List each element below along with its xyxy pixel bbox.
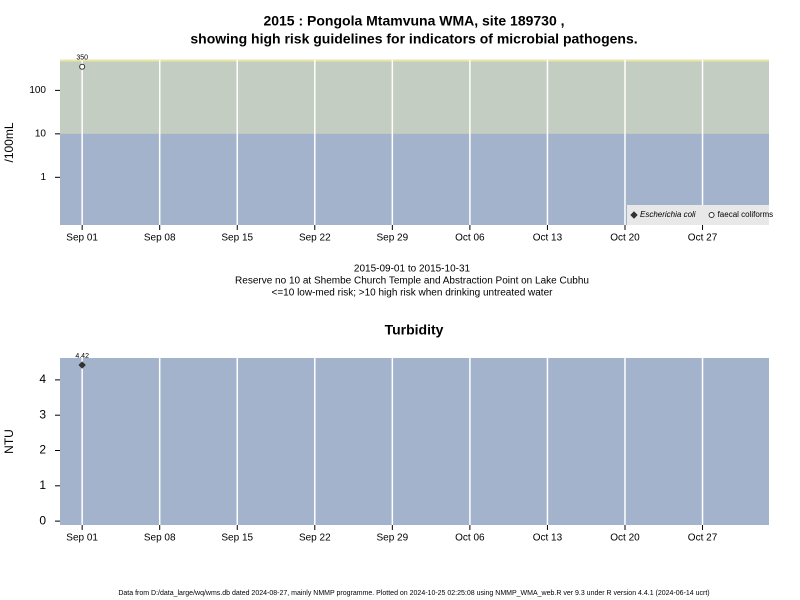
x-tick-label: Oct 27: [688, 533, 718, 544]
y-axis-label: /100mL: [2, 122, 16, 162]
legend-label: faecal coliforms: [718, 210, 774, 219]
x-tick-label: Sep 22: [299, 233, 331, 244]
point: [78, 361, 86, 369]
plot-background: [60, 358, 769, 525]
y-tick-label: 4: [39, 372, 46, 386]
chart-title: showing high risk guidelines for indicat…: [190, 31, 637, 47]
y-tick-label: 2: [39, 443, 46, 457]
y-tick-label: 10: [35, 128, 47, 139]
y-tick-label: 0: [39, 513, 46, 527]
x-tick-label: Sep 08: [144, 533, 176, 544]
y-tick-label: 3: [39, 407, 46, 421]
x-tick-label: Sep 29: [376, 233, 408, 244]
x-tick-label: Sep 22: [299, 533, 331, 544]
x-tick-label: Oct 20: [610, 533, 640, 544]
y-tick-label: 100: [29, 85, 46, 96]
x-tick-label: Sep 01: [66, 533, 98, 544]
caption: Reserve no 10 at Shembe Church Temple an…: [235, 276, 589, 287]
x-tick-label: Sep 15: [221, 233, 253, 244]
legend-label: Escherichia coli: [640, 210, 696, 219]
legend: [627, 205, 769, 225]
data-label: 350: [76, 55, 88, 62]
y-tick-label: 1: [39, 478, 46, 492]
x-tick-label: Oct 06: [455, 233, 485, 244]
caption: 2015-09-01 to 2015-10-31: [354, 264, 471, 275]
footer: Data from D:/data_large/wq/wms.db dated …: [118, 590, 709, 597]
x-tick-label: Oct 13: [533, 233, 563, 244]
x-tick-label: Oct 27: [688, 233, 718, 244]
chart-title: 2015 : Pongola Mtamvuna WMA, site 189730…: [263, 13, 564, 29]
y-axis-label: NTU: [2, 429, 16, 454]
x-tick-label: Oct 20: [610, 233, 640, 244]
chart-title: Turbidity: [385, 322, 444, 338]
x-tick-label: Oct 06: [455, 533, 485, 544]
x-tick-label: Sep 01: [66, 233, 98, 244]
high-risk-band: [60, 60, 769, 134]
point: [708, 212, 715, 218]
x-tick-label: Sep 15: [221, 533, 253, 544]
caption: <=10 low-med risk; >10 high risk when dr…: [272, 288, 554, 299]
x-tick-label: Sep 29: [376, 533, 408, 544]
data-label: 4.42: [75, 353, 89, 360]
point: [630, 211, 638, 219]
x-tick-label: Oct 13: [533, 533, 563, 544]
y-tick-label: 1: [40, 172, 46, 183]
x-tick-label: Sep 08: [144, 233, 176, 244]
point: [79, 63, 86, 70]
